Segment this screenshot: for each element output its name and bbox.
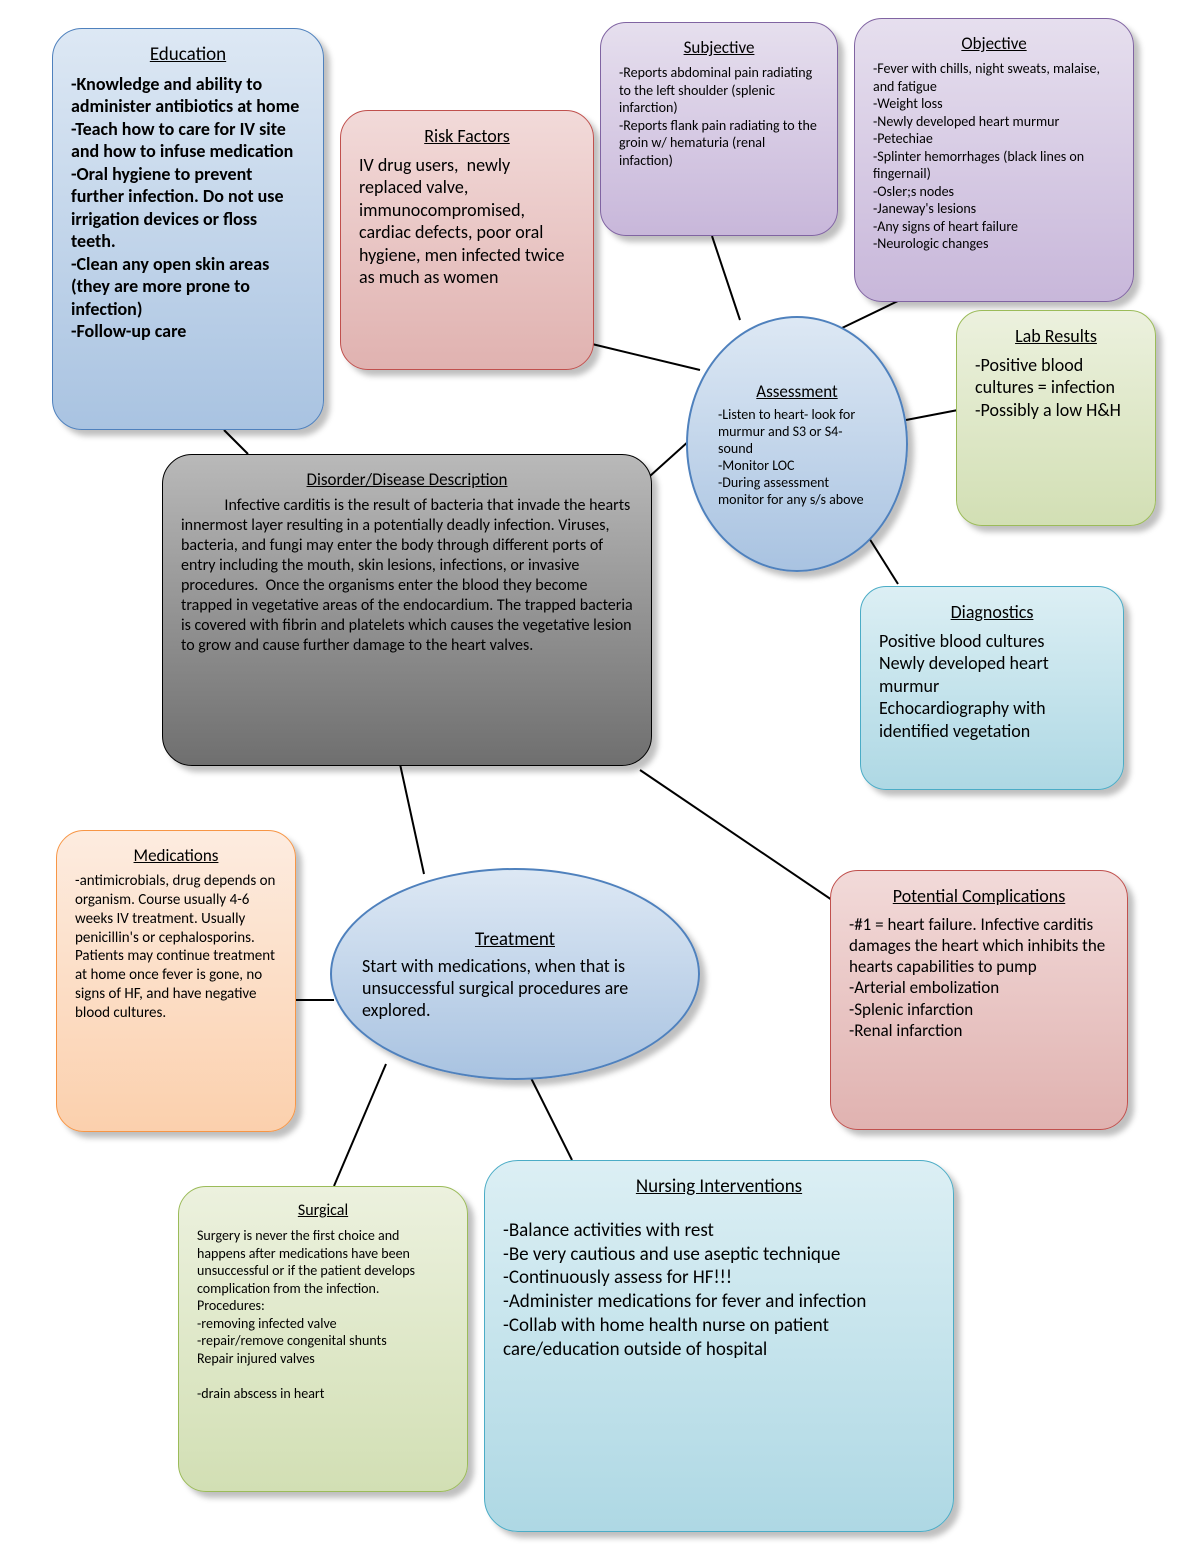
objective-title: Objective — [873, 33, 1115, 54]
lab-body: -Positive blood cultures = infection -Po… — [975, 354, 1137, 422]
subjective-title: Subjective — [619, 37, 819, 58]
treatment-node: Treatment Start with medications, when th… — [330, 868, 700, 1080]
lab-node: Lab Results -Positive blood cultures = in… — [956, 310, 1156, 526]
complications-body: -#1 = heart failure. Infective carditis … — [849, 914, 1109, 1042]
objective-body: -Fever with chills, night sweats, malais… — [873, 60, 1115, 253]
description-title: Disorder/Disease Description — [181, 469, 633, 490]
medications-body: -antimicrobials, drug depends on organis… — [75, 872, 277, 1022]
education-body: -Knowledge and ability to administer ant… — [71, 73, 305, 343]
lab-title: Lab Results — [975, 325, 1137, 348]
diagnostics-node: Diagnostics Positive blood cultures Newly… — [860, 586, 1124, 790]
complications-node: Potential Complications -#1 = heart failu… — [830, 870, 1128, 1130]
assessment-node: Assessment -Listen to heart- look for mur… — [686, 316, 908, 572]
risk-node: Risk Factors IV drug users, newly replace… — [340, 110, 594, 370]
medications-node: Medications -antimicrobials, drug depends… — [56, 830, 296, 1132]
diagnostics-body: Positive blood cultures Newly developed … — [879, 630, 1105, 743]
assessment-title: Assessment — [718, 381, 876, 402]
education-title: Education — [71, 43, 305, 67]
assessment-body: -Listen to heart- look for murmur and S3… — [718, 406, 876, 508]
treatment-body: Start with medications, when that is uns… — [362, 955, 668, 1021]
diagnostics-title: Diagnostics — [879, 601, 1105, 624]
description-node: Disorder/Disease Description Infective c… — [162, 454, 652, 766]
education-node: Education -Knowledge and ability to admin… — [52, 28, 324, 430]
nursing-node: Nursing Interventions -Balance activities… — [484, 1160, 954, 1532]
complications-title: Potential Complications — [849, 885, 1109, 908]
subjective-body: -Reports abdominal pain radiating to the… — [619, 64, 819, 169]
risk-body: IV drug users, newly replaced valve, imm… — [359, 154, 575, 289]
description-body: Infective carditis is the result of bact… — [181, 496, 633, 656]
medications-title: Medications — [75, 845, 277, 866]
objective-node: Objective -Fever with chills, night sweat… — [854, 18, 1134, 302]
nursing-title: Nursing Interventions — [503, 1175, 935, 1199]
nursing-body: -Balance activities with rest -Be very c… — [503, 1219, 935, 1362]
subjective-node: Subjective -Reports abdominal pain radiat… — [600, 22, 838, 236]
surgical-node: Surgical Surgery is never the first choic… — [178, 1186, 468, 1492]
treatment-title: Treatment — [362, 928, 668, 951]
surgical-title: Surgical — [197, 1201, 449, 1221]
concept-map-stage: Education -Knowledge and ability to admin… — [0, 0, 1200, 1553]
surgical-body: Surgery is never the first choice and ha… — [197, 1227, 449, 1402]
risk-title: Risk Factors — [359, 125, 575, 148]
